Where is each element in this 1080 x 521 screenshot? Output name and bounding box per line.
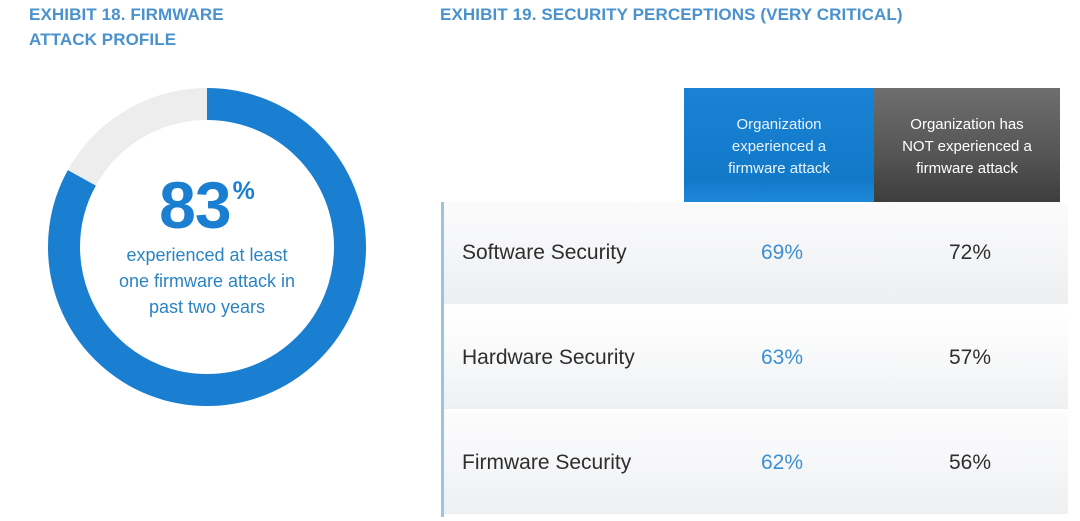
donut-center-label-group: 83 % experienced at least one firmware a… xyxy=(48,88,366,406)
exhibit-18-title: EXHIBIT 18. FIRMWARE ATTACK PROFILE xyxy=(29,2,409,52)
donut-caption: experienced at least one firmware attack… xyxy=(118,245,296,317)
donut-svg xyxy=(48,88,366,406)
row-value-hardware-not-experienced: 57% xyxy=(948,346,992,369)
row-value-firmware-experienced: 62% xyxy=(760,451,804,474)
row-label-firmware-security: Firmware Security xyxy=(462,451,632,474)
row-label-hardware-security: Hardware Security xyxy=(462,346,635,369)
row-value-firmware-not-experienced: 56% xyxy=(948,451,992,474)
table-row: Software Security 69% 72% xyxy=(444,202,1068,304)
donut-value: 83 xyxy=(159,168,231,242)
security-perceptions-table: Organization experienced a firmware atta… xyxy=(440,88,1068,518)
column-header-experienced: Organization experienced a firmware atta… xyxy=(684,88,874,205)
exhibit-18-title-line-1: EXHIBIT 18. FIRMWARE xyxy=(29,5,224,24)
donut-value-arc xyxy=(48,88,366,406)
row-value-software-not-experienced: 72% xyxy=(948,241,992,264)
exhibit-19-title: EXHIBIT 19. SECURITY PERCEPTIONS (VERY C… xyxy=(440,5,903,24)
firmware-attack-donut-chart: 83 % experienced at least one firmware a… xyxy=(48,88,366,406)
row-value-software-experienced: 69% xyxy=(760,241,804,264)
row-label-software-security: Software Security xyxy=(462,241,627,264)
table-row: Hardware Security 63% 57% xyxy=(444,307,1068,409)
table-body: Software Security 69% 72% Hardware Secur… xyxy=(441,202,1068,517)
donut-value-row: 83 % xyxy=(159,168,255,242)
donut-percent-symbol: % xyxy=(232,177,255,205)
column-header-not-experienced: Organization has NOT experienced a firmw… xyxy=(874,88,1060,205)
table-row: Firmware Security 62% 56% xyxy=(444,412,1068,514)
row-value-hardware-experienced: 63% xyxy=(760,346,804,369)
exhibit-18-title-line-2: ATTACK PROFILE xyxy=(29,30,177,49)
